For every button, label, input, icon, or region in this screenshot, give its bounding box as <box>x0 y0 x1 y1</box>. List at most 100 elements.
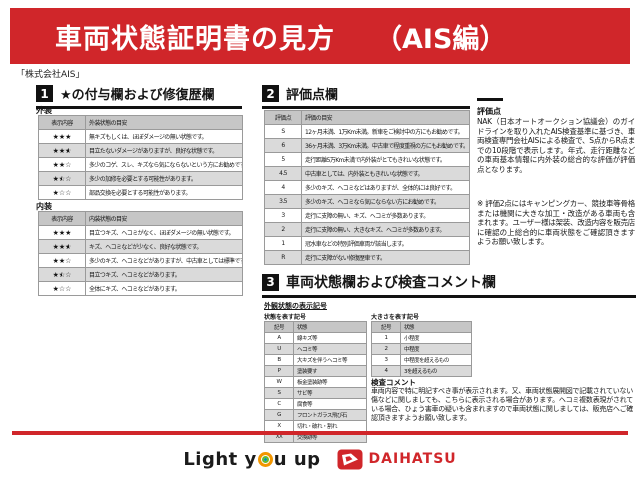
footer: Light y u up DAIHATSU <box>0 443 640 475</box>
table-cell: 36ヶ月未満、3万Km未満。中古車で程度重視の方にもお勧めです。 <box>301 138 470 153</box>
table-row: 6 36ヶ月未満、3万Km未満。中古車で程度重視の方にもお勧めです。 <box>264 138 470 153</box>
star-rating: ★☆☆ <box>52 188 72 197</box>
star-rating: ★★☆★ <box>52 146 72 155</box>
sidebar-dash-rule <box>477 98 503 101</box>
table-cell: 中程度を超えるもの <box>400 354 472 366</box>
table-row: P 塗装要す <box>264 365 367 377</box>
star-cell: ★☆★☆ <box>38 171 86 186</box>
table-row: G フロントガラス飛び石 <box>264 409 367 421</box>
section2-header: 2 評価点欄 <box>262 84 470 109</box>
table-cell: キズ、ヘコミなどが少なく、良好な状態です。 <box>85 239 243 254</box>
star-cell: ★☆★☆ <box>38 267 86 282</box>
table-cell: 板金塗装跡等 <box>293 376 367 388</box>
table-cell: 腐食等 <box>293 398 367 410</box>
table-cell: U <box>264 343 294 355</box>
star-cell: ★☆☆ <box>38 281 86 296</box>
star-rating: ★★☆★ <box>52 242 72 251</box>
star-rating: ★★★ <box>52 132 72 141</box>
table-row: 4.5 中古車としては、内外装ともきれいな状態です。 <box>264 166 470 181</box>
table-row: A 線キズ等 <box>264 332 367 344</box>
star-cell: ★★★ <box>38 225 86 240</box>
exterior-label: 外装 <box>36 106 52 115</box>
table-cell: 1 <box>371 332 401 344</box>
state-table-label: 状態を表す記号 <box>264 314 307 321</box>
table-row: 1 冠水車などの特別評価車両が該当します。 <box>264 236 470 251</box>
page-title-edition: （AIS編） <box>375 23 507 55</box>
table-row: B 大キズを伴うヘコミ等 <box>264 354 367 366</box>
table-cell: 冠水車などの特別評価車両が該当します。 <box>301 236 470 251</box>
interior-rating-table: 表示内容 内装状態の目安 ★★★ 目立つキズ、ヘコミがなく、ほぼダメージの無い状態です… <box>38 211 243 296</box>
table-row: ★★☆ 多少のコゲ、スレ、キズなら気にならないという方にお勧めです。 <box>38 157 243 172</box>
table-cell: 12ヶ月未満、1万Km未満。新車をご検討中の方にもお勧めです。 <box>301 124 470 139</box>
table-cell: 1 <box>264 236 302 251</box>
column-header: 状態 <box>293 321 367 333</box>
star-cell: ★★☆★ <box>38 239 86 254</box>
star-cell: ★★☆ <box>38 157 86 172</box>
section1-header: 1 ★の付与欄および修復歴欄 <box>36 84 242 109</box>
star-rating: ★☆☆ <box>52 284 72 293</box>
section3-title: 車両状態欄および検査コメント欄 <box>286 275 496 291</box>
table-cell: W <box>264 376 294 388</box>
table-row: ★★★ 無キズもしくは、ほぼダメージの無い状態です。 <box>38 129 243 144</box>
table-cell: 4.5 <box>264 166 302 181</box>
table-cell: 切れ・破れ・割れ <box>293 420 367 432</box>
table-cell: 部品交換を必要とする可能性があります。 <box>85 185 243 200</box>
section2-title: 評価点欄 <box>286 88 339 103</box>
column-header: 外装状態の目安 <box>85 115 243 130</box>
company-label: 「株式会社AIS」 <box>16 70 85 80</box>
inspection-comment-body: 車両内容で特に明記すべき事が表示されます。又、車両状態展開図で記載されていない傷… <box>371 387 633 422</box>
brand-lockup: DAIHATSU <box>337 449 457 470</box>
column-header: 記号 <box>264 321 294 333</box>
table-cell: A <box>264 332 294 344</box>
section3-header: 3 車両状態欄および検査コメント欄 <box>262 272 636 298</box>
table-cell: X <box>264 420 294 432</box>
table-cell: 3 <box>264 208 302 223</box>
table-cell: R <box>264 250 302 265</box>
section1-number-badge: 1 <box>36 85 53 102</box>
table-cell: P <box>264 365 294 377</box>
section1-title: ★の付与欄および修復歴欄 <box>60 88 215 103</box>
table-row: 3 走行に支障の無い、キズ、ヘコミが多数あります。 <box>264 208 470 223</box>
table-row: 4 3を超えるもの <box>371 365 472 377</box>
interior-label: 内装 <box>36 202 52 211</box>
table-cell: 走行に支障がない修復歴車です。 <box>301 250 470 265</box>
column-header: 評価点 <box>264 110 302 125</box>
table-row: ★★☆ 多少のキズ、ヘコミなどがありますが、中古車としては標準です。 <box>38 253 243 268</box>
table-cell: 目立たないダメージがありますが、良好な状態です。 <box>85 143 243 158</box>
table-cell: 多少のキズ、ヘコミなら気にならない方にお勧めです。 <box>301 194 470 209</box>
section2-number-badge: 2 <box>262 85 279 102</box>
table-cell: B <box>264 354 294 366</box>
table-cell: 走行に支障の無い、キズ、ヘコミが多数あります。 <box>301 208 470 223</box>
size-symbol-table: 記号 状態 1 小程度 2 中程度 3 中程度を超えるもの 4 3を超えるもの <box>371 321 472 377</box>
table-cell: 中古車としては、内外装ともきれいな状態です。 <box>301 166 470 181</box>
symbols-label: 外観状態の表示記号 <box>264 302 327 310</box>
table-cell: 走行に支障の無い、大きなキズ、ヘコミが多数あります。 <box>301 222 470 237</box>
table-row: X 切れ・破れ・割れ <box>264 420 367 432</box>
star-cell: ★★★ <box>38 129 86 144</box>
table-cell: 3.5 <box>264 194 302 209</box>
table-row: W 板金塗装跡等 <box>264 376 367 388</box>
table-cell: 多少のキズ、ヘコミなどはありますが、全体的には良好です。 <box>301 180 470 195</box>
column-header: 状態 <box>400 321 472 333</box>
table-row: 2 中程度 <box>371 343 472 355</box>
table-cell: 多少の加修を必要とする可能性があります。 <box>85 171 243 186</box>
section3-number-badge: 3 <box>262 273 279 291</box>
table-cell: 目立つキズ、ヘコミがなく、ほぼダメージの無い状態です。 <box>85 225 243 240</box>
column-header: 評価の目安 <box>301 110 470 125</box>
evaluation-score-table: 評価点 評価の目安 S 12ヶ月未満、1万Km未満。新車をご検討中の方にもお勧めです。… <box>264 110 470 265</box>
table-row: R 走行に支障がない修復歴車です。 <box>264 250 470 265</box>
table-cell: ヘコミ等 <box>293 343 367 355</box>
table-cell: G <box>264 409 294 421</box>
table-cell: 2 <box>264 222 302 237</box>
star-rating: ★★☆ <box>52 160 72 169</box>
table-cell: 多少のコゲ、スレ、キズなら気にならないという方にお勧めです。 <box>85 157 243 172</box>
evaluation-note: ※ 評価2点にはキャンピングカー、競技車等骨格または機関に大きな加工・改造がある… <box>477 199 635 247</box>
table-cell: C <box>264 398 294 410</box>
target-circle-icon <box>257 451 273 467</box>
star-rating: ★☆★☆ <box>52 174 72 183</box>
table-row: 3 中程度を超えるもの <box>371 354 472 366</box>
table-row: 5 走行距離5万Km未満で内外装がとてもきれいな状態です。 <box>264 152 470 167</box>
footer-divider-rule <box>12 431 628 435</box>
size-table-label: 大きさを表す記号 <box>371 314 420 321</box>
table-cell: 塗装要す <box>293 365 367 377</box>
